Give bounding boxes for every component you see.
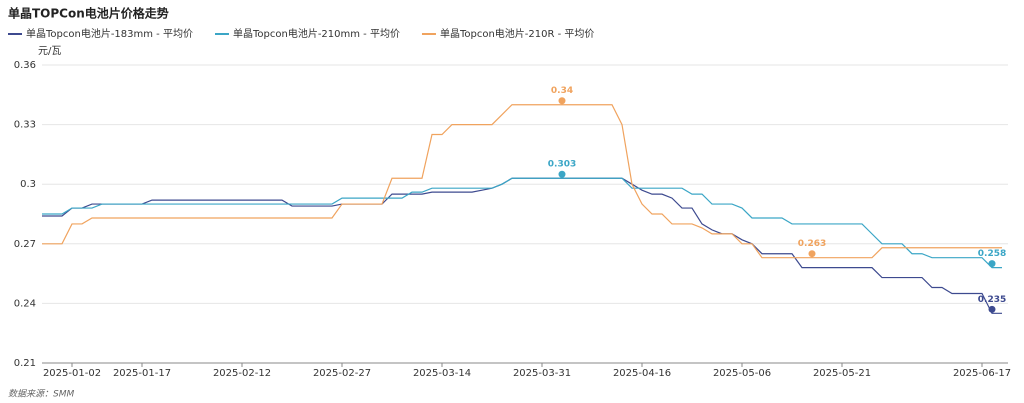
x-tick-label: 2025-05-21 (813, 368, 871, 379)
source: 数据来源：SMM (8, 389, 74, 400)
value-label: 0.263 (798, 239, 826, 249)
y-tick-label: 0.3 (20, 179, 36, 190)
y-tick-label: 0.24 (14, 298, 36, 309)
x-tick-label: 2025-05-06 (713, 368, 771, 379)
x-tick-label: 2025-03-14 (413, 368, 471, 379)
x-tick-label: 2025-03-31 (513, 368, 571, 379)
y-tick-label: 0.21 (14, 358, 36, 369)
x-tick-label: 2025-02-12 (213, 368, 271, 379)
legend-label: 单晶Topcon电池片-210R - 平均价 (440, 27, 594, 40)
value-label: 0.303 (548, 160, 576, 170)
x-tick-label: 2025-01-02 (43, 368, 101, 379)
x-tick-label: 2025-06-17 (953, 368, 1011, 379)
value-label: 0.34 (551, 86, 573, 96)
chart-title: 单晶TOPCon电池片价格走势 (8, 6, 169, 21)
value-label: 0.258 (978, 249, 1006, 259)
legend-label: 单晶Topcon电池片-210mm - 平均价 (233, 27, 400, 40)
x-tick-label: 2025-02-27 (313, 368, 371, 379)
y-unit: 元/瓦 (38, 46, 61, 57)
series-line (42, 104, 1002, 259)
y-tick-label: 0.27 (14, 239, 36, 250)
x-tick-label: 2025-01-17 (113, 368, 171, 379)
y-tick-label: 0.33 (14, 120, 36, 131)
value-label: 0.235 (978, 295, 1006, 305)
marker-tip (559, 101, 565, 105)
marker-tip (809, 254, 815, 258)
y-tick-label: 0.36 (14, 60, 36, 71)
x-tick-label: 2025-04-16 (613, 368, 671, 379)
legend-label: 单晶Topcon电池片-183mm - 平均价 (26, 27, 193, 40)
series-line (42, 177, 1002, 314)
series-line (42, 177, 1002, 269)
marker-tip (989, 264, 995, 268)
marker-tip (559, 175, 565, 179)
marker-tip (989, 310, 995, 314)
